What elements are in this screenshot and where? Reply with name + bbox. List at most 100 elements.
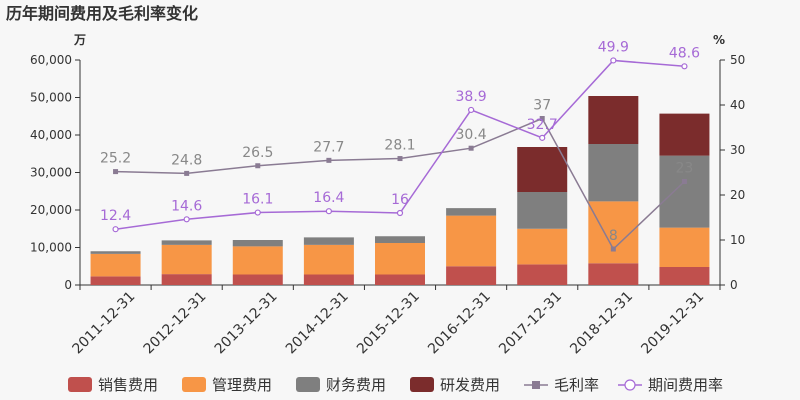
x-tick-label: 2016-12-31 [425, 289, 494, 358]
gross-margin-data-label: 26.5 [242, 145, 273, 161]
bar-admin-expense [303, 244, 354, 275]
bar-rnd-expense [588, 96, 639, 144]
bar-sales-expense [659, 267, 710, 285]
legend-label: 期间费用率 [648, 376, 723, 394]
gross-margin-data-label: 24.8 [171, 152, 202, 168]
gross-margin-point [184, 170, 190, 176]
y-left-tick-label: 0 [64, 278, 72, 292]
legend-swatch-sales [68, 377, 92, 392]
bar-sales-expense [446, 266, 497, 285]
expense-ratio-point [325, 208, 332, 215]
bar-admin-expense [659, 227, 710, 267]
plot-area: 0 10,000 20,000 30,000 40,000 50,000 60,000 0 10… [30, 39, 745, 357]
bar-finance-expense [517, 192, 568, 229]
gross-margin-data-label: 27.7 [313, 139, 344, 155]
y-left-tick-label: 10,000 [30, 241, 72, 255]
gross-margin-data-label: 25.2 [100, 151, 131, 167]
legend-swatch-rnd [410, 377, 434, 392]
legend: 销售费用 管理费用 财务费用 研发费用 毛利率 期间费用率 [68, 376, 723, 394]
gross-margin-data-label: 8 [609, 228, 618, 244]
x-tick-label: 2018-12-31 [567, 289, 636, 358]
bar-finance-expense [303, 237, 354, 245]
y-right-tick-label: 20 [730, 188, 745, 202]
gross-margin-data-label: 37 [533, 98, 551, 114]
y-left-tick-label: 40,000 [30, 128, 72, 142]
gross-margin-point [468, 145, 474, 151]
expense-ratio-data-label: 16.1 [242, 192, 273, 208]
gross-margin-point [397, 156, 403, 162]
y-left-tick-label: 20,000 [30, 203, 72, 217]
gross-margin-point [610, 246, 616, 252]
right-axis-unit: % [713, 33, 725, 47]
left-axis-unit: 万 [73, 33, 86, 47]
expense-ratio-data-label: 12.4 [100, 208, 131, 224]
expense-ratio-point [183, 216, 190, 223]
y-right-tick-label: 10 [730, 233, 745, 247]
expense-ratio-data-label: 16.4 [313, 190, 344, 206]
x-tick-label: 2017-12-31 [496, 289, 565, 358]
bar-admin-expense [90, 253, 141, 277]
bar-sales-expense [303, 274, 354, 285]
chart-title: 历年期间费用及毛利率变化 [6, 4, 198, 23]
y-left-tick-label: 30,000 [30, 166, 72, 180]
expense-ratio-point [539, 134, 546, 141]
expense-ratio-data-label: 32.7 [527, 117, 558, 133]
y-left-tick-label: 60,000 [30, 53, 72, 67]
bar-sales-expense [90, 276, 141, 285]
legend-swatch-finance [296, 377, 320, 392]
x-tick-label: 2013-12-31 [212, 289, 281, 358]
x-tick-label: 2011-12-31 [70, 289, 139, 358]
bar-finance-expense [375, 236, 425, 243]
expense-ratio-point [396, 209, 404, 217]
gross-margin-point [326, 157, 332, 163]
y-left-tick-label: 50,000 [30, 91, 72, 105]
y-right-tick-label: 0 [730, 278, 738, 292]
y-right-tick-label: 50 [730, 53, 745, 67]
bar-admin-expense [161, 244, 212, 275]
bar-finance-expense [446, 208, 497, 216]
bar-admin-expense [232, 246, 283, 275]
legend-marker-gross-margin [532, 381, 540, 389]
bar-sales-expense [232, 274, 283, 285]
legend-label: 研发费用 [440, 376, 500, 394]
bar-sales-expense [161, 274, 212, 285]
legend-label: 毛利率 [554, 376, 599, 394]
gross-margin-data-label: 23 [676, 161, 694, 177]
expense-ratio-data-label: 14.6 [171, 198, 202, 214]
expense-ratio-point [610, 57, 617, 64]
legend-label: 财务费用 [326, 376, 386, 394]
bar-finance-expense [161, 240, 212, 245]
y-right-tick-label: 40 [730, 98, 745, 112]
bar-admin-expense [517, 228, 568, 265]
x-tick-label: 2019-12-31 [638, 289, 707, 358]
bar-rnd-expense [517, 147, 568, 192]
expense-ratio-point [254, 209, 261, 216]
gross-margin-data-label: 30.4 [456, 127, 487, 143]
expense-ratio-point [681, 63, 688, 70]
expense-ratio-point [468, 106, 475, 114]
bar-admin-expense [446, 215, 497, 267]
bar-finance-expense [90, 251, 141, 254]
legend-marker-expense-ratio [624, 379, 636, 391]
legend-label: 销售费用 [98, 376, 158, 394]
bar-admin-expense [375, 243, 425, 275]
y-right-tick-label: 30 [730, 143, 745, 157]
expense-ratio-data-label: 48.6 [669, 45, 700, 61]
expense-ratio-data-label: 38.9 [456, 89, 487, 105]
bar-finance-expense [659, 155, 710, 228]
bar-sales-expense [375, 274, 425, 285]
gross-margin-data-label: 28.1 [384, 138, 415, 154]
bar-rnd-expense [659, 113, 710, 156]
bar-finance-expense [588, 144, 639, 202]
legend-label: 管理费用 [212, 376, 272, 394]
gross-margin-point [255, 163, 261, 169]
x-tick-label: 2014-12-31 [283, 289, 352, 358]
expense-ratio-data-label: 16 [391, 192, 409, 208]
gross-margin-point [113, 169, 119, 175]
x-tick-label: 2015-12-31 [354, 289, 423, 358]
expense-ratio-data-label: 49.9 [598, 39, 629, 55]
gross-margin-point [681, 179, 687, 184]
bar-sales-expense [588, 263, 639, 285]
expense-ratio-point [112, 226, 119, 233]
